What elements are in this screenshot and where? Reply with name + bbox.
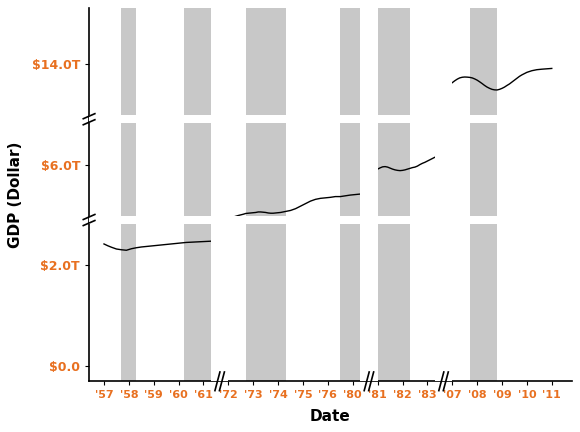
Bar (89, 115, 572, 123)
Bar (89, 216, 572, 224)
Bar (435, 8, 452, 381)
Bar (340, 8, 373, 381)
Bar (211, 8, 229, 381)
Bar (378, 8, 410, 381)
Bar (246, 8, 285, 381)
Bar (184, 8, 211, 381)
Bar (121, 8, 136, 381)
Bar (470, 8, 497, 381)
X-axis label: Date: Date (310, 409, 351, 424)
Bar (360, 8, 378, 381)
Y-axis label: GDP (Dollar): GDP (Dollar) (8, 142, 23, 248)
